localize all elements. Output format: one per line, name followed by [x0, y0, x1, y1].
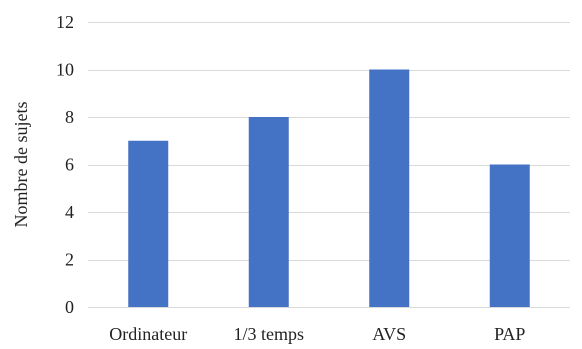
bar-ordinateur [128, 140, 169, 307]
x-category-label: AVS [372, 324, 406, 344]
y-axis-title: Nombre de sujets [11, 102, 31, 228]
y-tick-label: 2 [65, 250, 74, 270]
grid-lines [88, 22, 570, 308]
y-tick-label: 12 [56, 12, 74, 32]
bar-avs [369, 69, 410, 307]
x-category-label: Ordinateur [109, 324, 187, 344]
bar-1-3-temps [248, 117, 289, 307]
x-category-labels: Ordinateur 1/3 temps AVS PAP [109, 324, 525, 344]
x-category-label: 1/3 temps [234, 324, 305, 344]
y-tick-label: 10 [56, 60, 74, 80]
y-tick-label: 0 [65, 297, 74, 317]
x-category-label: PAP [494, 324, 525, 344]
bar-pap [489, 164, 530, 307]
y-tick-label: 8 [65, 107, 74, 127]
y-tick-label: 6 [65, 155, 74, 175]
y-tick-label: 4 [65, 202, 74, 222]
bars [128, 69, 530, 307]
y-tick-labels: 0 2 4 6 8 10 12 [56, 12, 74, 317]
